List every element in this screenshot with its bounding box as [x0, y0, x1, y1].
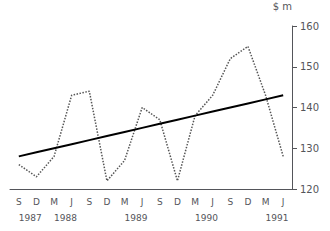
svg-text:1989: 1989	[125, 213, 148, 223]
svg-text:1988: 1988	[54, 213, 77, 223]
svg-text:S: S	[86, 197, 92, 207]
svg-text:J: J	[140, 197, 144, 207]
svg-text:S: S	[227, 197, 233, 207]
svg-text:S: S	[16, 197, 22, 207]
svg-text:140: 140	[300, 102, 319, 113]
svg-text:1987: 1987	[19, 213, 42, 223]
svg-text:$ m: $ m	[273, 1, 292, 12]
svg-text:J: J	[210, 197, 214, 207]
svg-text:120: 120	[300, 184, 319, 195]
svg-text:D: D	[174, 197, 181, 207]
svg-text:1990: 1990	[195, 213, 218, 223]
svg-text:M: M	[191, 197, 199, 207]
svg-text:D: D	[103, 197, 110, 207]
svg-text:M: M	[121, 197, 129, 207]
svg-text:1991: 1991	[266, 213, 289, 223]
svg-text:160: 160	[300, 21, 319, 32]
svg-text:J: J	[281, 197, 285, 207]
svg-text:D: D	[244, 197, 251, 207]
svg-text:J: J	[69, 197, 73, 207]
svg-text:130: 130	[300, 143, 319, 154]
svg-text:M: M	[262, 197, 270, 207]
svg-text:D: D	[33, 197, 40, 207]
svg-text:S: S	[157, 197, 163, 207]
svg-text:150: 150	[300, 61, 319, 72]
svg-text:M: M	[50, 197, 58, 207]
